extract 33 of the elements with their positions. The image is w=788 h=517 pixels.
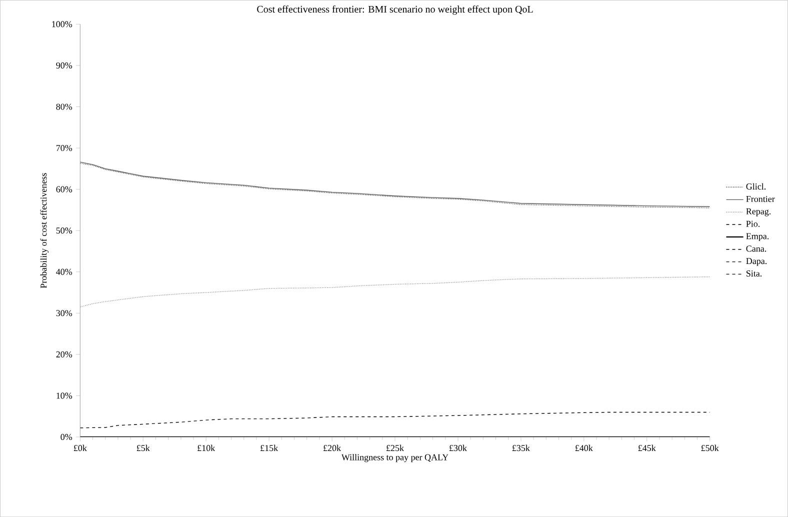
legend-label: Cana. [746, 246, 766, 252]
legend-label: Sita. [746, 270, 762, 277]
legend-label: Pio. [746, 220, 760, 227]
y-tick-label: 10% [56, 392, 72, 399]
y-tick-label: 100% [52, 21, 72, 28]
y-tick-label: 20% [56, 351, 72, 358]
x-tick-label: £45k [638, 444, 656, 452]
x-tick-label: £10k [198, 444, 216, 452]
y-tick-label: 50% [56, 227, 72, 234]
x-tick-label: £40k [575, 444, 593, 452]
x-tick-label: £50k [701, 444, 719, 452]
y-tick-label: 40% [56, 268, 72, 275]
x-tick-label: £0k [74, 444, 87, 452]
y-tick-label: 70% [56, 144, 72, 152]
y-tick-label: 30% [56, 310, 72, 316]
x-tick-label: £25k [386, 444, 404, 452]
y-axis-title: Probability of cost effectiveness [40, 173, 49, 288]
x-tick-label: £20k [324, 444, 342, 452]
legend-label: Glicl. [746, 183, 766, 190]
chart-title: Cost effectiveness frontier: BMI scenario no weight effect upon QoL [257, 5, 533, 15]
y-tick-label: 60% [56, 186, 72, 192]
legend-label: Repag. [746, 208, 771, 216]
y-tick-label: 90% [56, 62, 72, 68]
x-tick-label: £35k [512, 444, 530, 452]
x-tick-label: £5k [136, 444, 150, 452]
legend-label: Frontier [746, 196, 775, 202]
x-axis-title: Willingness to pay per QALY [341, 454, 448, 462]
legend-label: Dapa. [746, 258, 767, 266]
x-tick-label: £15k [260, 444, 278, 452]
y-tick-label: 80% [56, 104, 72, 110]
legend-label: Empa. [746, 233, 769, 241]
y-tick-label: 0% [60, 434, 72, 440]
x-tick-label: £30k [450, 444, 467, 452]
